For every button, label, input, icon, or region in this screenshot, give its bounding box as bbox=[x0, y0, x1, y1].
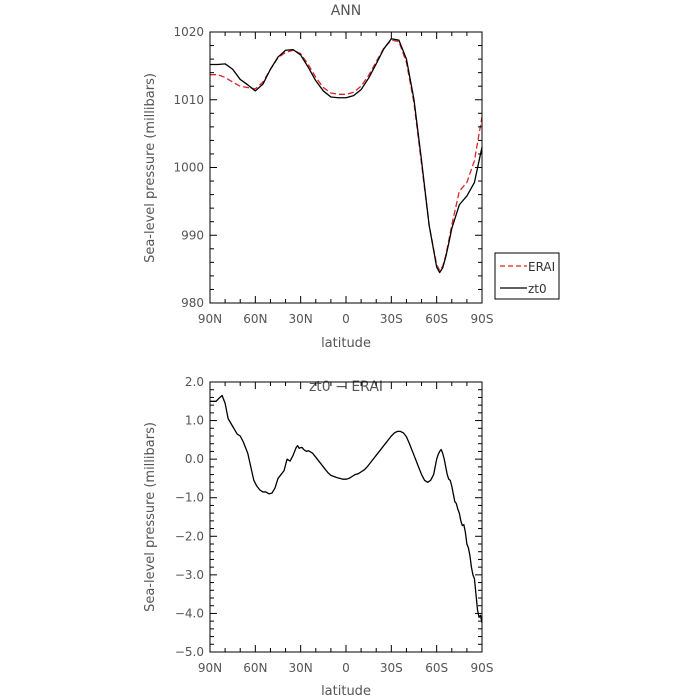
y-axis-label: Sea-level pressure (millibars) bbox=[143, 73, 158, 263]
plot-frame bbox=[209, 381, 483, 653]
x-tick-label: 90S bbox=[471, 661, 494, 675]
y-axis-ticks: 980 990 1000 1010 1020 bbox=[173, 25, 482, 310]
x-tick-label: 30S bbox=[380, 661, 403, 675]
series-line-erai bbox=[210, 39, 482, 272]
x-tick-label: 60N bbox=[243, 312, 267, 326]
x-tick-label: 60N bbox=[243, 661, 267, 675]
x-tick-label: 90N bbox=[198, 661, 222, 675]
y-tick-label: −4.0 bbox=[175, 606, 204, 620]
y-tick-label: −5.0 bbox=[175, 645, 204, 659]
x-tick-label: 90S bbox=[471, 312, 494, 326]
series-line-difference bbox=[210, 394, 482, 624]
legend-box bbox=[494, 252, 560, 300]
y-tick-label: −3.0 bbox=[175, 568, 204, 582]
legend: ERAI zt0 bbox=[494, 252, 560, 300]
plot-area bbox=[210, 38, 482, 274]
plot-area bbox=[210, 394, 482, 624]
x-axis-label: latitude bbox=[321, 684, 371, 699]
y-tick-label: −1.0 bbox=[175, 491, 204, 505]
y-axis-label: Sea-level pressure (millibars) bbox=[143, 422, 158, 612]
difference-chart: zt0 − ERAI −5.0−4.0−3.0−2.0−1.00.01.02.0… bbox=[143, 375, 493, 699]
y-tick-label: 1000 bbox=[173, 161, 204, 175]
legend-label-erai: ERAI bbox=[528, 260, 555, 274]
y-tick-label: −2.0 bbox=[175, 529, 204, 543]
y-tick-label: 990 bbox=[181, 228, 204, 242]
x-tick-label: 0 bbox=[342, 661, 350, 675]
chart-title: ANN bbox=[331, 3, 362, 19]
x-axis-ticks: 90N 60N 30N 0 30S 60S 90S bbox=[198, 382, 494, 675]
y-tick-label: 2.0 bbox=[185, 375, 204, 389]
y-tick-label: 0.0 bbox=[185, 452, 204, 466]
y-tick-label: 1020 bbox=[173, 25, 204, 39]
x-tick-label: 30S bbox=[380, 312, 403, 326]
series-line-zt0 bbox=[210, 38, 482, 274]
x-tick-label: 90N bbox=[198, 312, 222, 326]
x-tick-label: 30N bbox=[289, 661, 313, 675]
y-tick-label: 1010 bbox=[173, 93, 204, 107]
x-tick-label: 60S bbox=[425, 312, 448, 326]
legend-label-zt0: zt0 bbox=[528, 282, 547, 296]
x-tick-label: 0 bbox=[342, 312, 350, 326]
y-tick-label: 980 bbox=[181, 296, 204, 310]
x-tick-label: 60S bbox=[425, 661, 448, 675]
x-axis-label: latitude bbox=[321, 336, 371, 351]
y-tick-label: 1.0 bbox=[185, 414, 204, 428]
plot-frame bbox=[209, 31, 483, 304]
y-axis-ticks: −5.0 −4.0 −3.0 −2.0 −1.0 0.0 1.0 2.0 bbox=[175, 375, 482, 659]
x-tick-label: 30N bbox=[289, 312, 313, 326]
x-axis-ticks: 90N 60N 30N 0 30S 60S 90S bbox=[198, 32, 494, 326]
